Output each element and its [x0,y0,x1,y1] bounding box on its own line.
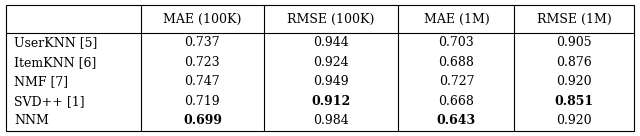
Text: 0.747: 0.747 [184,75,220,88]
Text: 0.944: 0.944 [313,36,349,49]
Text: 0.876: 0.876 [556,56,592,69]
Text: NNM: NNM [14,114,49,127]
Text: 0.737: 0.737 [184,36,220,49]
Text: MAE (100K): MAE (100K) [163,13,241,26]
Text: 0.688: 0.688 [438,56,474,69]
Text: 0.723: 0.723 [184,56,220,69]
Text: 0.719: 0.719 [184,95,220,108]
Text: 0.949: 0.949 [313,75,349,88]
Text: RMSE (100K): RMSE (100K) [287,13,374,26]
Text: MAE (1M): MAE (1M) [424,13,490,26]
Text: 0.920: 0.920 [556,114,592,127]
Text: 0.703: 0.703 [438,36,474,49]
Text: 0.905: 0.905 [556,36,592,49]
Text: 0.727: 0.727 [438,75,474,88]
Text: 0.984: 0.984 [313,114,349,127]
Text: 0.851: 0.851 [554,95,593,108]
Text: 0.920: 0.920 [556,75,592,88]
Text: ItemKNN [6]: ItemKNN [6] [14,56,97,69]
Text: 0.912: 0.912 [311,95,351,108]
Text: 0.924: 0.924 [313,56,349,69]
Text: UserKNN [5]: UserKNN [5] [14,36,97,49]
Text: RMSE (1M): RMSE (1M) [537,13,611,26]
Text: SVD++ [1]: SVD++ [1] [14,95,84,108]
Text: NMF [7]: NMF [7] [14,75,68,88]
Text: 0.668: 0.668 [438,95,474,108]
Text: 0.643: 0.643 [437,114,476,127]
Text: 0.699: 0.699 [183,114,222,127]
